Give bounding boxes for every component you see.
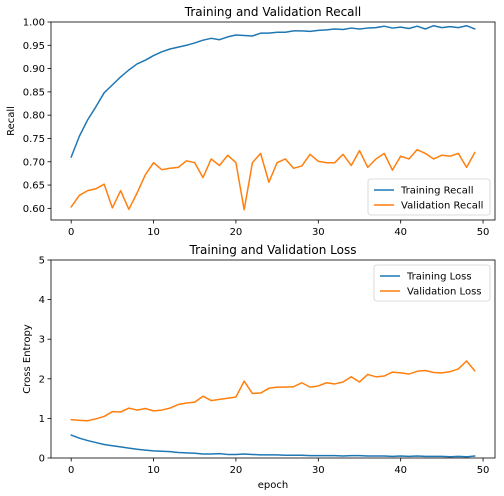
y-tick-label: 0.60: [23, 204, 45, 215]
y-tick-label: 2: [39, 374, 45, 385]
legend-label: Validation Recall: [401, 201, 483, 212]
y-tick-label: 1: [39, 414, 45, 425]
legend: Training Loss Validation Loss: [373, 264, 491, 302]
x-tick-label: 40: [394, 465, 407, 476]
y-tick-label: 0.85: [23, 87, 45, 98]
y-tick-label: 0.75: [23, 134, 45, 145]
y-tick-label: 3: [39, 335, 45, 346]
series-line-2-1: [70, 434, 476, 458]
y-tick-label: 4: [39, 295, 45, 306]
x-tick-label: 0: [68, 465, 74, 476]
legend-frame: [367, 178, 491, 216]
y-tick-label: 0.95: [23, 41, 45, 52]
x-tick-label: 10: [147, 227, 160, 238]
x-tick-label: 0: [68, 227, 74, 238]
legend-label: Training Loss: [406, 272, 472, 283]
y-tick-label: 5: [39, 256, 45, 267]
chart-title: Training and Validation Loss: [189, 243, 357, 257]
chart-title: Training and Validation Recall: [184, 5, 361, 19]
series-line-2-2: [70, 360, 476, 422]
chart-panel-2: 0 10 20 30 40 50 0 1 2 3 4 5 Training and Validation…: [22, 243, 496, 491]
x-axis-label: epoch: [258, 480, 288, 491]
x-tick-label: 30: [312, 465, 325, 476]
x-tick-label: 10: [147, 465, 160, 476]
x-tick-label: 20: [230, 465, 243, 476]
plot-frame: [50, 21, 496, 221]
y-tick-label: 0.80: [23, 111, 45, 122]
y-tick-label: 1.00: [23, 18, 45, 29]
legend-label: Training Recall: [400, 186, 473, 197]
legend-frame: [373, 264, 491, 302]
series-line-1-1: [70, 24, 476, 158]
y-tick-label: 0: [39, 454, 45, 465]
x-tick-label: 40: [394, 227, 407, 238]
y-tick-label: 0.70: [23, 157, 45, 168]
y-axis-label: Recall: [6, 106, 17, 136]
x-tick-label: 50: [477, 227, 490, 238]
y-axis-label: Cross Entropy: [22, 324, 33, 394]
x-tick-label: 50: [477, 465, 490, 476]
legend-label: Validation Loss: [407, 287, 482, 298]
y-tick-label: 0.90: [23, 64, 45, 75]
x-tick-label: 30: [312, 227, 325, 238]
series-line-1-2: [70, 148, 476, 211]
plot-frame: [50, 259, 496, 459]
x-tick-label: 20: [230, 227, 243, 238]
y-tick-label: 0.65: [23, 181, 45, 192]
chart-panel-1: 0 10 20 30 40 50 0.60 0.65 0.70 0.75 0.80 0.85 0.90 0…: [6, 5, 496, 238]
legend: Training Recall Validation Recall: [367, 178, 491, 216]
